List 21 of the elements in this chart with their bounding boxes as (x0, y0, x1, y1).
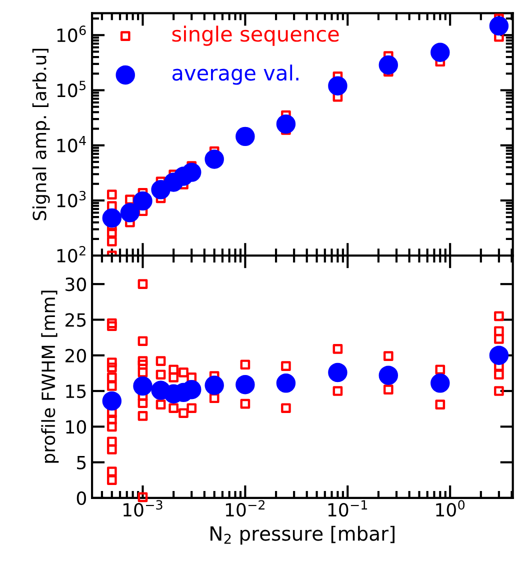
legend-label: single sequence (172, 26, 339, 46)
x-axis-title: N$_{2}$ pressure [mbar] (210, 526, 394, 545)
y-tick-label: 10$^{5}$ (57, 80, 86, 98)
x-tick-label: 10$^{0}$ (436, 500, 465, 517)
y-tick-label: 10$^{4}$ (57, 136, 86, 152)
y-tick-label: 25 (66, 313, 86, 327)
y-tick-label: 10$^{3}$ (57, 190, 86, 208)
y-tick-label: 10$^{2}$ (57, 246, 86, 263)
y-tick-label: 30 (66, 278, 86, 292)
y-tick-label: 15 (66, 384, 86, 398)
x-tick-label: 10$^{−2}$ (226, 500, 264, 517)
y-tick-label: 10 (66, 420, 86, 434)
x-tick-label: 10$^{−3}$ (124, 500, 162, 517)
y-axis-title: profile FWHM [mm] (41, 290, 59, 463)
legend-label: average val. (172, 64, 298, 85)
y-axis-title: Signal amp. [arb.u] (32, 48, 50, 220)
y-tick-label: 10$^{6}$ (57, 26, 86, 42)
y-tick-label: 0 (76, 491, 86, 506)
x-tick-label: 10$^{−1}$ (328, 500, 368, 517)
y-tick-label: 5 (77, 456, 86, 470)
y-tick-label: 20 (66, 348, 86, 362)
